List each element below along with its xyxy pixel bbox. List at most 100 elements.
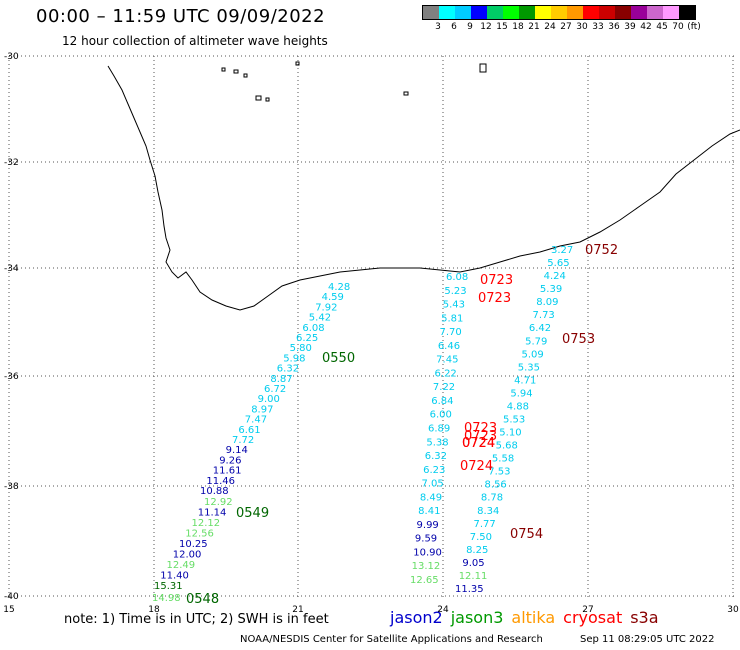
wave-height-value: 11.35 [455,584,484,595]
legend-label: 45 [656,22,668,32]
legend-swatch [679,6,695,19]
legend-swatch [439,6,455,19]
lon-label: 30 [727,605,739,615]
wave-height-value: 8.41 [418,506,440,517]
axis-labels: -30 -32 -34 -36 -38 -40 15 18 21 24 27 30 [3,52,739,615]
wave-height-value: 6.32 [425,451,447,462]
wave-height-value: 5.68 [496,441,518,452]
pass-time-label: 0754 [510,527,543,542]
wave-height-value: 6.32 [277,364,299,375]
wave-height-value: 9.05 [462,558,484,569]
pass-time-label: 0723 [480,273,513,288]
pass-time-label: 0724 [460,459,493,474]
wave-height-value: 8.56 [485,480,507,491]
legend-swatch [663,6,679,19]
wave-height-value: 5.65 [547,258,569,269]
lat-label: -34 [4,264,19,274]
wave-height-value: 3.27 [551,245,573,256]
wave-height-value: 6.00 [430,410,452,421]
wave-height-value: 4.28 [328,282,350,293]
satellite-name: s3a [630,608,659,627]
wave-height-value: 8.09 [536,297,558,308]
legend-swatch [455,6,471,19]
legend-label: 21 [528,22,540,32]
legend-label: 9 [467,22,473,32]
wave-height-value: 11.61 [213,466,242,477]
satellite-name: jason2 [390,608,443,627]
wave-height-value: 12.65 [410,575,439,586]
wave-height-value: 7.70 [439,327,461,338]
lat-label: -32 [4,158,19,168]
wave-height-value: 11.46 [206,476,235,487]
wave-height-value: 5.39 [540,284,562,295]
wave-height-value: 10.88 [200,486,229,497]
color-scale-legend: 3 6 9 12 15 18 21 24 27 30 33 36 39 42 45 70 (ft) [422,5,701,34]
lat-label: -36 [4,372,19,382]
wave-height-value: 4.24 [544,271,566,282]
wave-height-value: 10.25 [179,539,208,550]
legend-swatch [647,6,663,19]
wave-height-value: 6.08 [446,272,468,283]
wave-height-value: 8.87 [270,374,292,385]
pass-time-label: 0548 [186,592,219,607]
wave-height-value: 9.26 [219,455,241,466]
wave-height-value: 5.38 [426,437,448,448]
wave-height-value: 7.05 [421,479,443,490]
legend-label: 18 [512,22,524,32]
wave-height-value: 7.72 [232,435,254,446]
wave-height-value: 12.49 [167,560,196,571]
wave-height-value: 6.84 [431,396,453,407]
wave-height-value: 8.49 [420,492,442,503]
wave-height-value: 6.72 [264,384,286,395]
coastline [107,65,740,311]
wave-height-value: 9.99 [417,520,439,531]
wave-height-value: 5.23 [444,286,466,297]
legend-swatch [535,6,551,19]
wave-height-value: 5.43 [443,300,465,311]
wave-height-value: 7.50 [470,532,492,543]
legend-swatch [471,6,487,19]
wave-height-value: 5.53 [503,415,525,426]
wave-height-value: 9.59 [415,534,437,545]
wave-height-value: 7.92 [315,302,337,313]
wave-height-value: 11.14 [198,508,227,519]
legend-swatch [551,6,567,19]
lat-label: -30 [4,52,19,62]
legend-swatch [423,6,439,19]
lon-label: 24 [437,605,449,615]
wave-height-value: 5.09 [521,349,543,360]
wave-height-value: 4.71 [514,375,536,386]
map-subtitle: 12 hour collection of altimeter wave hei… [62,34,328,48]
wave-height-value: 15.31 [154,581,183,592]
legend-label: 24 [544,22,556,32]
wave-height-value: 7.73 [533,310,555,321]
pass-time-label: 0723 [478,291,511,306]
legend-label: 36 [608,22,620,32]
wave-height-value: 7.47 [245,415,267,426]
wave-height-value: 4.59 [322,292,344,303]
wave-height-value: 8.34 [477,506,499,517]
lon-label: 18 [148,605,160,615]
wave-height-value: 10.90 [413,547,442,558]
wave-height-value: 7.53 [488,467,510,478]
wave-height-value: 5.98 [283,353,305,364]
wave-height-value: 6.23 [423,465,445,476]
legend-swatch [503,6,519,19]
wave-height-value: 12.56 [185,529,214,540]
color-scale-labels: 3 6 9 12 15 18 21 24 27 30 33 36 39 42 45 70 (ft) [422,20,701,34]
timestamp-text: Sep 11 08:29:05 UTC 2022 [580,634,715,645]
pass-time-label: 0550 [322,351,355,366]
wave-height-value: 13.12 [412,561,441,572]
legend-swatch [519,6,535,19]
legend-label: 15 [496,22,508,32]
wave-height-value: 6.61 [238,425,260,436]
wave-height-value: 5.81 [441,313,463,324]
pass-time-label: 0724 [462,436,495,451]
legend-label: 33 [592,22,604,32]
wave-height-value: 5.80 [290,343,312,354]
wave-height-value: 6.42 [529,323,551,334]
pass-time-label: 0723 [464,429,497,444]
wave-height-value: 5.35 [518,362,540,373]
wave-height-value: 6.25 [296,333,318,344]
